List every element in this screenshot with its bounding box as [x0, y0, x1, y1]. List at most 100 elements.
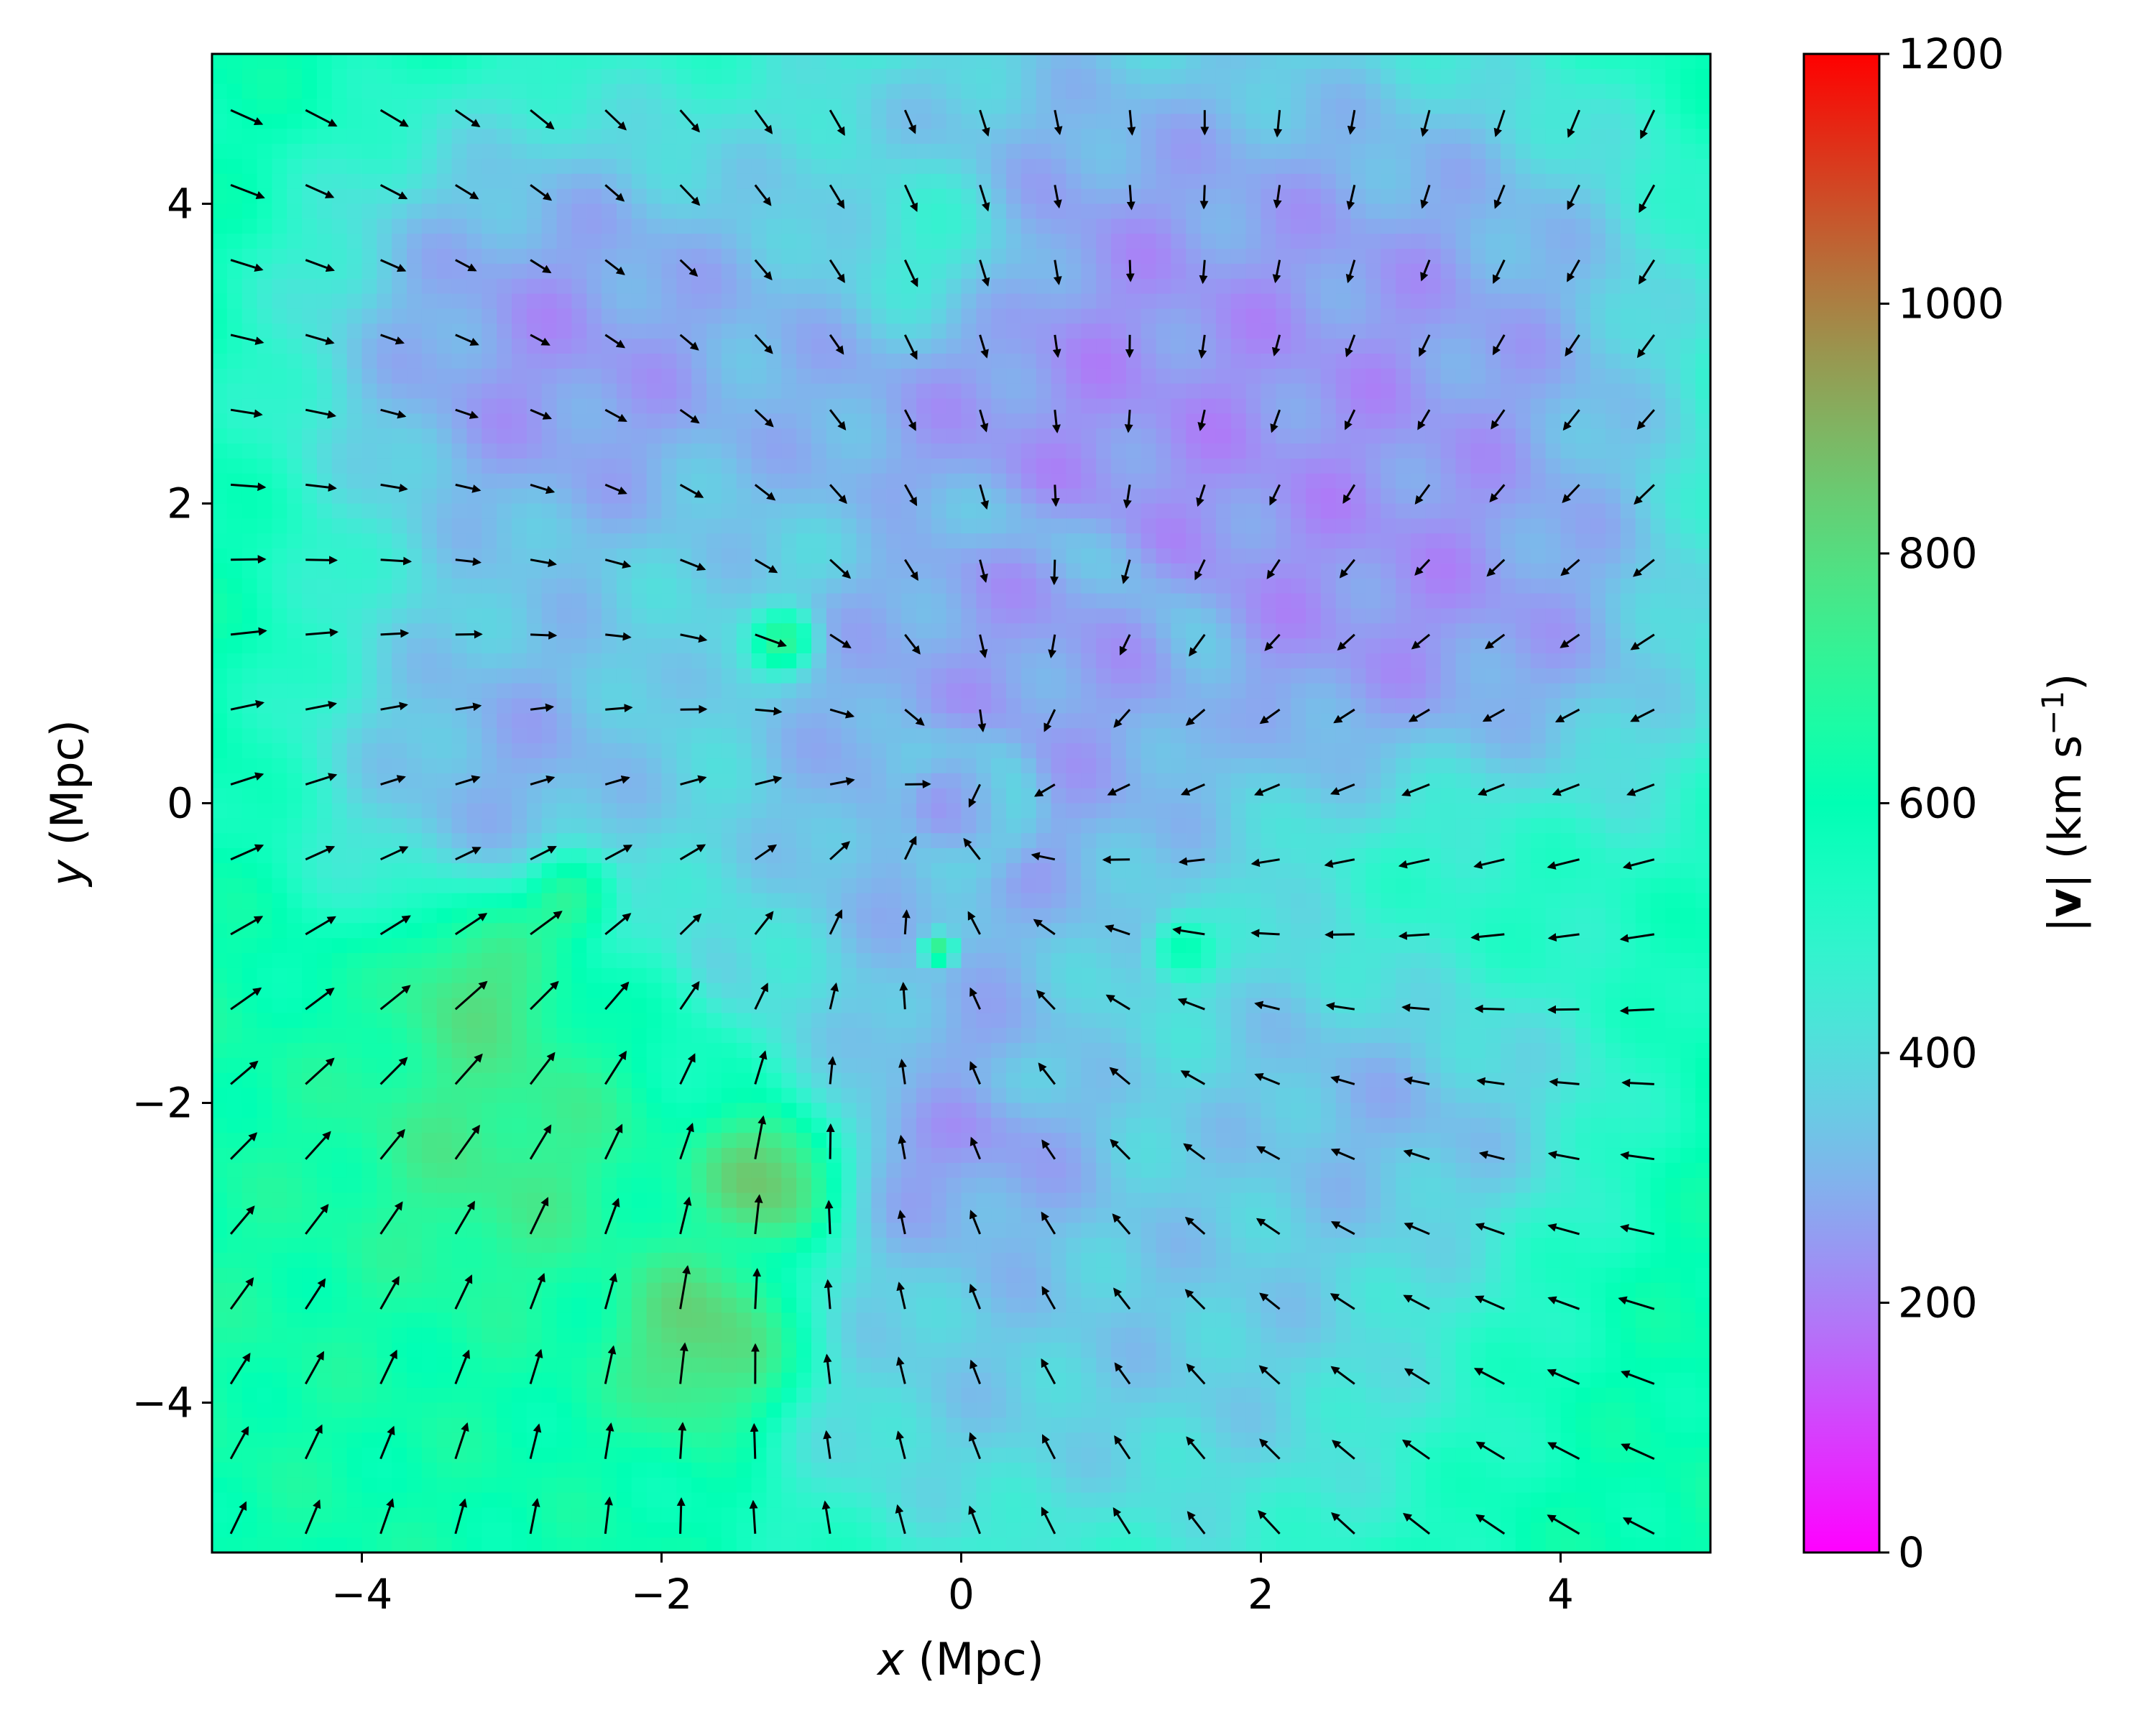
heatmap-cell	[1021, 323, 1037, 339]
heatmap-cell	[1365, 234, 1381, 249]
heatmap-cell	[586, 743, 602, 759]
heatmap-cell	[1291, 653, 1307, 669]
heatmap-cell	[736, 234, 752, 249]
heatmap-cell	[272, 563, 287, 579]
heatmap-cell	[1320, 473, 1337, 489]
heatmap-cell	[1066, 668, 1082, 684]
heatmap-cell	[1291, 698, 1307, 714]
heatmap-cell	[1650, 83, 1667, 100]
heatmap-cell	[916, 398, 932, 414]
heatmap-cell	[766, 383, 782, 400]
heatmap-cell	[407, 144, 423, 160]
heatmap-cell	[1036, 158, 1052, 175]
heatmap-cell	[1485, 398, 1501, 414]
heatmap-cell	[361, 428, 377, 444]
heatmap-cell	[302, 114, 318, 129]
heatmap-cell	[796, 443, 812, 459]
heatmap-cell	[482, 234, 497, 249]
heatmap-cell	[1125, 368, 1142, 385]
heatmap-cell	[781, 533, 797, 549]
heatmap-cell	[901, 54, 917, 70]
heatmap-cell	[676, 173, 692, 190]
heatmap-cell	[961, 278, 977, 295]
heatmap-cell	[1545, 368, 1562, 385]
heatmap-cell	[1440, 503, 1457, 519]
heatmap-cell	[556, 608, 572, 624]
heatmap-cell	[961, 713, 977, 729]
heatmap-cell	[1425, 354, 1442, 369]
heatmap-cell	[392, 54, 407, 70]
heatmap-cell	[212, 503, 228, 519]
heatmap-cell	[466, 443, 482, 459]
heatmap-cell	[1381, 728, 1396, 744]
heatmap-cell	[1036, 488, 1052, 505]
heatmap-cell	[1515, 354, 1531, 369]
heatmap-cell	[241, 653, 258, 669]
heatmap-cell	[541, 249, 558, 264]
heatmap-cell	[856, 114, 872, 129]
heatmap-cell	[451, 533, 468, 549]
heatmap-cell	[287, 218, 303, 234]
heatmap-cell	[1365, 563, 1381, 579]
heatmap-cell	[1635, 188, 1651, 205]
heatmap-cell	[392, 518, 407, 534]
heatmap-cell	[212, 263, 228, 280]
heatmap-cell	[1396, 713, 1411, 729]
heatmap-cell	[1470, 428, 1486, 444]
heatmap-cell	[377, 683, 392, 699]
heatmap-cell	[1141, 278, 1157, 295]
heatmap-cell	[287, 593, 303, 610]
heatmap-cell	[1440, 533, 1457, 549]
heatmap-cell	[841, 683, 857, 699]
heatmap-cell	[1291, 68, 1307, 85]
heatmap-cell	[1590, 638, 1606, 654]
heatmap-cell	[841, 234, 857, 249]
heatmap-cell	[1606, 98, 1621, 114]
heatmap-cell	[676, 518, 692, 534]
heatmap-cell	[1335, 653, 1352, 669]
heatmap-cell	[287, 443, 303, 459]
heatmap-cell	[361, 743, 377, 759]
heatmap-cell	[631, 339, 648, 354]
heatmap-cell	[1096, 533, 1112, 549]
heatmap-cell	[1440, 98, 1457, 114]
heatmap-cell	[556, 234, 572, 249]
heatmap-cell	[1560, 68, 1576, 85]
heatmap-cell	[1306, 249, 1322, 264]
heatmap-cell	[646, 533, 663, 549]
heatmap-cell	[1545, 788, 1562, 804]
heatmap-cell	[1245, 339, 1262, 354]
heatmap-cell	[1381, 293, 1396, 310]
heatmap-cell	[1320, 398, 1337, 414]
heatmap-cell	[526, 698, 543, 714]
heatmap-cell	[1021, 68, 1037, 85]
heatmap-cell	[1695, 278, 1710, 295]
heatmap-cell	[931, 668, 947, 684]
heatmap-cell	[1096, 473, 1112, 489]
heatmap-cell	[1680, 473, 1696, 489]
heatmap-cell	[1680, 144, 1696, 160]
heatmap-cell	[361, 398, 377, 414]
heatmap-cell	[1560, 383, 1576, 400]
heatmap-cell	[1411, 383, 1427, 400]
heatmap-cell	[1620, 473, 1636, 489]
heatmap-cell	[1111, 173, 1127, 190]
heatmap-cell	[377, 503, 392, 519]
heatmap-cell	[991, 293, 1007, 310]
heatmap-cell	[991, 98, 1007, 114]
heatmap-cell	[691, 218, 707, 234]
heatmap-cell	[1320, 203, 1337, 219]
heatmap-cell	[541, 368, 558, 385]
heatmap-cell	[541, 203, 558, 219]
heatmap-cell	[602, 518, 617, 534]
heatmap-cell	[931, 503, 947, 519]
heatmap-cell	[1665, 428, 1681, 444]
heatmap-cell	[241, 278, 258, 295]
heatmap-cell	[991, 713, 1007, 729]
heatmap-cell	[1066, 518, 1082, 534]
heatmap-cell	[1590, 368, 1606, 385]
heatmap-cell	[931, 188, 947, 205]
heatmap-cell	[1530, 503, 1547, 519]
heatmap-cell	[991, 218, 1007, 234]
heatmap-cell	[436, 158, 453, 175]
